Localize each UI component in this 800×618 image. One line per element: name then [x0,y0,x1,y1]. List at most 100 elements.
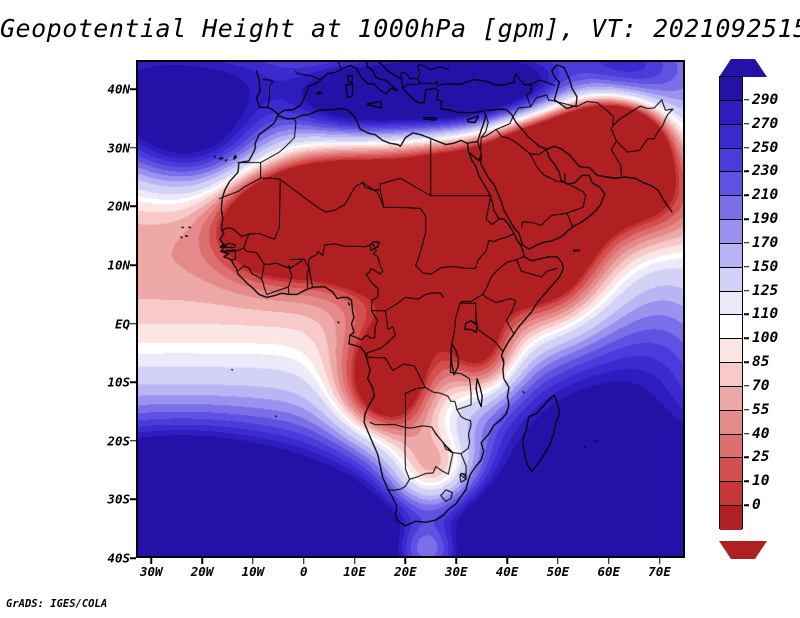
colorbar-swatch [720,77,742,101]
longitude-tick-label: 40E [495,564,519,579]
colorbar-tick-label: 55 [752,401,770,418]
longitude-tick-label: 30E [444,564,468,579]
colorbar-tick-mark [744,122,749,125]
longitude-tick-label: 70E [648,564,671,579]
colorbar-tick-label: 270 [752,115,779,132]
colorbar-tick-mark [744,385,749,387]
latitude-tick-mark [130,322,136,325]
longitude-tick-mark [303,558,305,564]
latitude-tick-mark [130,440,136,442]
latitude-tick-label: 20N [107,198,130,214]
colorbar-tick-mark [744,289,749,292]
longitude-tick-label: 30W [139,564,163,579]
latitude-tick-mark [130,381,136,383]
latitude-tick-mark [130,498,136,501]
longitude-tick-mark [557,558,559,564]
longitude-tick-mark [455,558,457,564]
colorbar-tick-label: 125 [752,282,779,299]
longitude-tick-label: 10E [343,564,366,579]
attribution-label: GrADS: IGES/COLA [6,598,108,610]
colorbar-tick-label: 0 [752,497,761,514]
colorbar-tick-mark [744,146,749,149]
colorbar-swatch [720,363,742,387]
colorbar-tick-mark [744,170,749,173]
colorbar-swatch [720,267,742,292]
colorbar-tick-mark [744,480,749,483]
latitude-tick-label: 30N [107,140,130,156]
longitude-tick-label: 10W [241,564,265,579]
colorbar-swatch [720,434,742,459]
longitude-tick-mark [252,558,254,564]
colorbar-swatch [720,315,742,340]
colorbar-swatch [720,196,742,221]
colorbar-tick-label: 100 [752,330,779,347]
latitude-tick-label: 10S [107,374,130,390]
colorbar-tick-mark [744,409,749,411]
colorbar-swatch [720,291,742,316]
colorbar-tick-label: 70 [752,377,770,394]
latitude-tick-label: 30S [107,491,130,507]
latitude-tick-label: 40S [107,550,130,566]
geopotential-height-heatmap [138,62,683,556]
colorbar-swatch [720,243,742,268]
colorbar-tick-label: 10 [752,473,770,490]
longitude-tick-label: 60E [597,564,621,579]
colorbar-body [719,76,743,530]
colorbar-tick-mark [744,265,749,268]
longitude-tick-mark [506,558,508,564]
colorbar-tick-label: 150 [752,258,779,275]
colorbar-tick-label: 230 [752,163,779,180]
longitude-tick-mark [201,558,203,564]
longitude-tick-mark [150,558,152,564]
colorbar-tick-label: 170 [752,234,779,251]
latitude-tick-mark [130,147,136,149]
colorbar-tick-mark [744,313,749,316]
longitude-tick-mark [658,558,661,564]
colorbar-swatch [720,100,742,125]
colorbar-tick-label: 190 [752,211,779,228]
colorbar-arrow-top-icon [719,59,767,77]
longitude-tick-label: 50E [546,564,570,579]
colorbar-tick-mark [744,504,749,506]
colorbar-swatch [720,482,742,507]
map-plot-area [136,60,685,558]
longitude-tick-label: 0 [299,564,308,579]
colorbar-swatch [720,410,742,435]
colorbar-tick-mark [744,337,749,339]
colorbar-tick-mark [744,432,749,435]
longitude-tick-mark [404,558,407,564]
colorbar-tick-mark [744,361,749,363]
latitude-tick-label: 10N [107,257,130,273]
colorbar-swatch [720,124,742,149]
colorbar-swatch [720,172,742,197]
latitude-tick-mark [130,557,136,559]
longitude-tick-label: 20E [394,564,417,579]
latitude-tick-mark [130,88,136,91]
colorbar-tick-label: 250 [752,139,779,156]
colorbar-swatch [720,458,742,483]
colorbar-swatch [720,506,742,530]
colorbar-swatch [720,220,742,244]
colorbar-tick-label: 85 [752,354,770,371]
colorbar-tick-mark [744,218,749,220]
colorbar-tick-label: 40 [752,425,770,442]
colorbar-tick-label: 290 [752,91,779,108]
colorbar-tick-mark [744,242,749,244]
latitude-tick-mark [130,205,136,208]
colorbar-tick-mark [744,456,749,459]
colorbar-tick-mark [744,194,749,196]
longitude-tick-mark [608,558,610,564]
longitude-tick-label: 20W [190,564,214,579]
colorbar-swatch [720,339,742,364]
colorbar-tick-label: 25 [752,449,770,466]
page-title: Geopotential Height at 1000hPa [gpm], VT… [0,14,800,43]
latitude-tick-label: 40N [107,81,130,97]
latitude-tick-mark [130,264,136,266]
latitude-tick-label: 20S [107,433,130,449]
colorbar-tick-mark [744,99,749,101]
colorbar-swatch [720,148,742,173]
longitude-tick-mark [353,558,356,564]
latitude-tick-label: EQ [114,316,130,332]
colorbar-arrow-bottom-icon [719,541,767,559]
colorbar-tick-label: 110 [752,306,779,323]
